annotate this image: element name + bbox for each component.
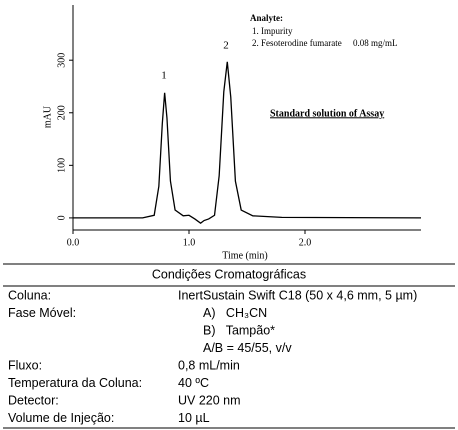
row-value: UV 220 nm: [178, 393, 241, 407]
y-tick-label: 200: [56, 105, 67, 120]
row-value: 40 ºC: [178, 376, 209, 390]
legend-entry: 1. Impurity: [252, 26, 293, 36]
annotation: Standard solution of Assay: [270, 108, 384, 119]
row-label: Fluxo:: [8, 358, 42, 372]
row-value: B) Tampão*: [203, 323, 275, 337]
peak-label: 1: [161, 70, 167, 82]
row-value: A/B = 45/55, v/v: [203, 341, 292, 355]
y-tick-label: 300: [56, 53, 67, 68]
row-label: Volume de Injeção:: [8, 411, 114, 425]
row-value: InertSustain Swift C18 (50 x 4,6 mm, 5 µ…: [178, 288, 417, 302]
row-label: Coluna:: [8, 288, 51, 302]
legend-title: Analyte:: [250, 13, 283, 23]
x-tick-label: 1.0: [183, 237, 196, 248]
row-value: 0,8 mL/min: [178, 358, 240, 372]
y-tick-label: 100: [56, 158, 67, 173]
row-label: Fase Móvel:: [8, 306, 76, 320]
legend-entry: 2. Fesoterodine fumarate 0.08 mg/mL: [252, 38, 397, 48]
peak-label: 2: [223, 40, 229, 52]
x-tick-label: 2.0: [299, 237, 312, 248]
row-value: 10 µL: [178, 411, 210, 425]
x-tick-label: 0.0: [67, 237, 80, 248]
x-axis-label: Time (min): [222, 250, 267, 261]
row-value: A) CH₃CN: [203, 306, 267, 320]
y-tick-label: 0: [56, 215, 67, 220]
trace: [73, 61, 422, 224]
row-label: Temperatura da Coluna:: [8, 376, 142, 390]
y-axis-label: mAU: [42, 105, 53, 128]
row-label: Detector:: [8, 393, 59, 407]
table-title: Condições Cromatográficas: [152, 267, 306, 281]
